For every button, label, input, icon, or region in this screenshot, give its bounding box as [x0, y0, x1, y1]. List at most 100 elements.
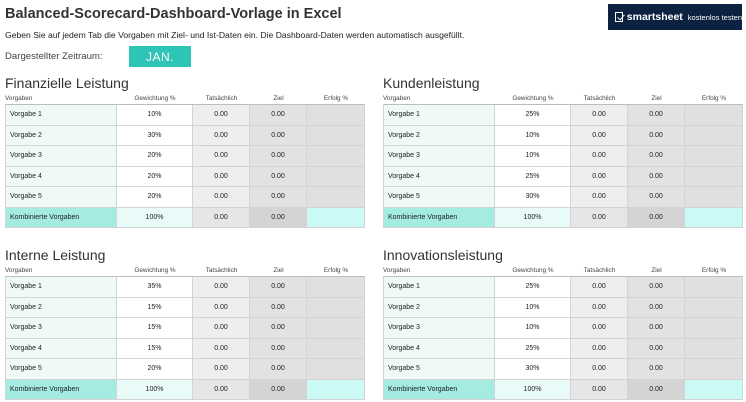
cell-success[interactable]	[307, 187, 365, 208]
cell-weight[interactable]: 30%	[495, 359, 571, 380]
cell-actual[interactable]: 0.00	[571, 105, 628, 126]
cell-success[interactable]	[685, 338, 743, 359]
cell-label[interactable]: Vorgabe 3	[5, 146, 117, 167]
cell-target[interactable]: 0.00	[250, 277, 307, 298]
cell-target[interactable]: 0.00	[628, 379, 685, 400]
cell-weight[interactable]: 10%	[495, 297, 571, 318]
cell-label[interactable]: Vorgabe 2	[5, 297, 117, 318]
cell-label[interactable]: Vorgabe 4	[5, 338, 117, 359]
cell-label[interactable]: Kombinierte Vorgaben	[383, 207, 495, 228]
cell-target[interactable]: 0.00	[628, 277, 685, 298]
cell-weight[interactable]: 10%	[495, 125, 571, 146]
cell-success[interactable]	[685, 359, 743, 380]
cell-actual[interactable]: 0.00	[571, 318, 628, 339]
cell-success[interactable]	[307, 338, 365, 359]
cell-target[interactable]: 0.00	[250, 125, 307, 146]
cell-actual[interactable]: 0.00	[193, 359, 250, 380]
cell-target[interactable]: 0.00	[250, 318, 307, 339]
cell-success[interactable]	[685, 105, 743, 126]
cell-success[interactable]	[685, 277, 743, 298]
cell-label[interactable]: Vorgabe 5	[5, 359, 117, 380]
cell-actual[interactable]: 0.00	[571, 338, 628, 359]
cell-success[interactable]	[307, 297, 365, 318]
cell-target[interactable]: 0.00	[250, 379, 307, 400]
cell-target[interactable]: 0.00	[250, 359, 307, 380]
cell-weight[interactable]: 15%	[117, 297, 193, 318]
cell-label[interactable]: Kombinierte Vorgaben	[383, 379, 495, 400]
cell-success[interactable]	[685, 146, 743, 167]
cell-target[interactable]: 0.00	[628, 359, 685, 380]
cell-actual[interactable]: 0.00	[193, 277, 250, 298]
cell-actual[interactable]: 0.00	[571, 166, 628, 187]
cell-success[interactable]	[307, 379, 365, 400]
cell-actual[interactable]: 0.00	[193, 125, 250, 146]
cell-target[interactable]: 0.00	[628, 125, 685, 146]
cell-actual[interactable]: 0.00	[571, 146, 628, 167]
cell-actual[interactable]: 0.00	[193, 166, 250, 187]
cell-weight[interactable]: 100%	[117, 207, 193, 228]
cell-label[interactable]: Vorgabe 2	[383, 297, 495, 318]
cell-weight[interactable]: 35%	[117, 277, 193, 298]
cell-weight[interactable]: 20%	[117, 359, 193, 380]
cell-target[interactable]: 0.00	[628, 187, 685, 208]
cell-label[interactable]: Vorgabe 5	[383, 187, 495, 208]
cell-actual[interactable]: 0.00	[571, 187, 628, 208]
period-select[interactable]: JAN.	[129, 46, 191, 67]
cell-label[interactable]: Vorgabe 1	[5, 105, 117, 126]
cell-target[interactable]: 0.00	[250, 187, 307, 208]
cell-weight[interactable]: 10%	[117, 105, 193, 126]
cell-target[interactable]: 0.00	[250, 297, 307, 318]
cell-target[interactable]: 0.00	[250, 207, 307, 228]
cell-success[interactable]	[307, 146, 365, 167]
cell-weight[interactable]: 10%	[495, 146, 571, 167]
cell-success[interactable]	[307, 105, 365, 126]
cell-weight[interactable]: 20%	[117, 187, 193, 208]
cell-actual[interactable]: 0.00	[193, 379, 250, 400]
cell-actual[interactable]: 0.00	[571, 359, 628, 380]
cell-actual[interactable]: 0.00	[571, 277, 628, 298]
cell-weight[interactable]: 100%	[495, 379, 571, 400]
cell-label[interactable]: Vorgabe 4	[5, 166, 117, 187]
cell-actual[interactable]: 0.00	[193, 105, 250, 126]
cell-success[interactable]	[685, 297, 743, 318]
cell-success[interactable]	[685, 379, 743, 400]
cell-label[interactable]: Vorgabe 5	[383, 359, 495, 380]
cell-weight[interactable]: 25%	[495, 338, 571, 359]
cell-target[interactable]: 0.00	[250, 166, 307, 187]
cell-label[interactable]: Vorgabe 4	[383, 338, 495, 359]
cell-target[interactable]: 0.00	[628, 105, 685, 126]
cell-weight[interactable]: 10%	[495, 318, 571, 339]
cell-success[interactable]	[685, 207, 743, 228]
cell-actual[interactable]: 0.00	[193, 207, 250, 228]
cell-label[interactable]: Vorgabe 2	[383, 125, 495, 146]
cell-actual[interactable]: 0.00	[571, 125, 628, 146]
cell-success[interactable]	[307, 359, 365, 380]
cell-actual[interactable]: 0.00	[193, 318, 250, 339]
cell-target[interactable]: 0.00	[628, 318, 685, 339]
cell-weight[interactable]: 25%	[495, 277, 571, 298]
cell-label[interactable]: Vorgabe 3	[383, 318, 495, 339]
cell-label[interactable]: Vorgabe 1	[5, 277, 117, 298]
cell-actual[interactable]: 0.00	[193, 187, 250, 208]
cell-weight[interactable]: 20%	[117, 146, 193, 167]
cell-weight[interactable]: 20%	[117, 166, 193, 187]
cell-success[interactable]	[307, 207, 365, 228]
cell-success[interactable]	[307, 125, 365, 146]
cell-success[interactable]	[685, 187, 743, 208]
cell-success[interactable]	[685, 166, 743, 187]
cell-success[interactable]	[685, 125, 743, 146]
cell-target[interactable]: 0.00	[250, 146, 307, 167]
cell-label[interactable]: Vorgabe 2	[5, 125, 117, 146]
cell-label[interactable]: Kombinierte Vorgaben	[5, 207, 117, 228]
cell-target[interactable]: 0.00	[628, 338, 685, 359]
cell-label[interactable]: Vorgabe 5	[5, 187, 117, 208]
cell-weight[interactable]: 25%	[495, 105, 571, 126]
cell-target[interactable]: 0.00	[628, 166, 685, 187]
smartsheet-trial-button[interactable]: smartsheet kostenlos testen	[608, 4, 742, 30]
cell-actual[interactable]: 0.00	[571, 297, 628, 318]
cell-label[interactable]: Kombinierte Vorgaben	[5, 379, 117, 400]
cell-actual[interactable]: 0.00	[193, 338, 250, 359]
cell-weight[interactable]: 15%	[117, 318, 193, 339]
cell-actual[interactable]: 0.00	[571, 207, 628, 228]
cell-success[interactable]	[307, 318, 365, 339]
